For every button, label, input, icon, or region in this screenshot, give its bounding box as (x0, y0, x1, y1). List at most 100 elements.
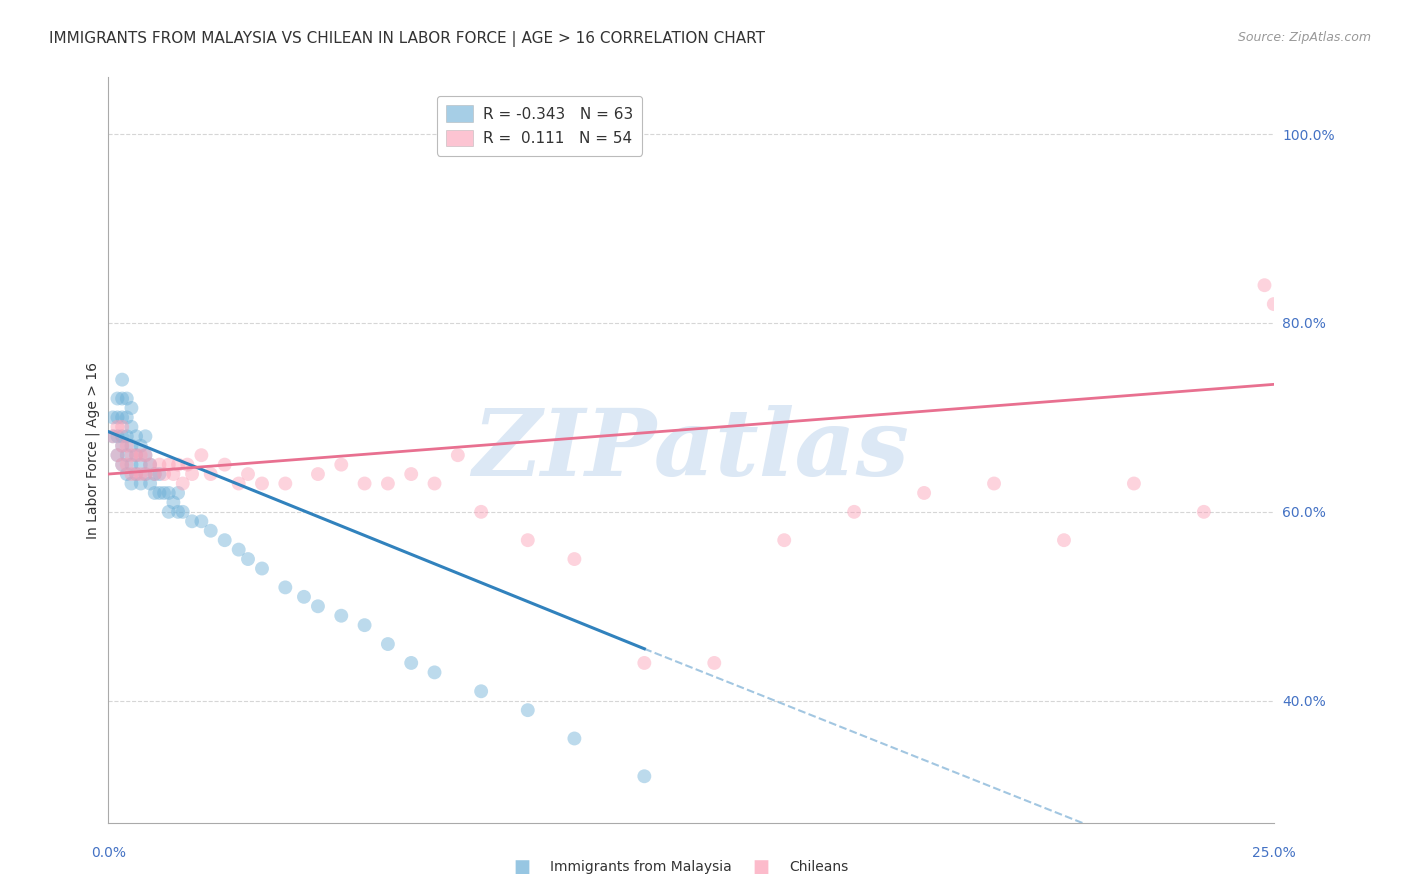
Point (107, 448, 129, 462)
Point (353, 618, 375, 632)
Point (111, 439, 134, 453)
Point (120, 476, 142, 491)
Point (564, 731, 586, 746)
Point (115, 458, 138, 472)
Point (129, 439, 152, 453)
Point (120, 439, 142, 453)
Text: 0.0%: 0.0% (90, 846, 125, 860)
Point (125, 448, 148, 462)
Point (143, 486, 166, 500)
Point (377, 476, 399, 491)
Point (134, 448, 156, 462)
Text: Chileans: Chileans (789, 860, 849, 874)
Point (125, 448, 148, 462)
Point (111, 410, 134, 425)
Point (153, 486, 176, 500)
Point (214, 458, 236, 472)
Point (111, 373, 134, 387)
Y-axis label: In Labor Force | Age > 16: In Labor Force | Age > 16 (86, 362, 100, 539)
Point (516, 533, 538, 548)
Point (115, 429, 138, 443)
Point (292, 590, 315, 604)
Point (236, 467, 259, 481)
Point (129, 467, 152, 481)
Text: 25.0%: 25.0% (1251, 846, 1296, 860)
Point (167, 505, 190, 519)
Point (181, 467, 204, 481)
Point (214, 533, 236, 548)
Point (101, 429, 124, 443)
Point (139, 458, 162, 472)
Point (111, 458, 134, 472)
Point (167, 486, 190, 500)
Point (1263, 297, 1285, 311)
Point (1122, 476, 1144, 491)
Point (330, 458, 353, 472)
Text: ■: ■ (752, 858, 769, 876)
Point (377, 637, 399, 651)
Point (115, 410, 138, 425)
Point (157, 505, 180, 519)
Point (1192, 505, 1215, 519)
Point (844, 505, 866, 519)
Point (153, 467, 176, 481)
Point (172, 505, 194, 519)
Point (181, 514, 204, 528)
Point (139, 458, 162, 472)
Point (200, 467, 222, 481)
Point (162, 495, 184, 509)
Point (274, 581, 297, 595)
Point (633, 769, 655, 783)
Point (447, 448, 470, 462)
Point (162, 467, 184, 481)
Text: Immigrants from Malaysia: Immigrants from Malaysia (550, 860, 733, 874)
Point (773, 533, 796, 548)
Text: ZIPatlas: ZIPatlas (472, 406, 910, 495)
Point (115, 467, 138, 481)
Legend: R = -0.343   N = 63, R =  0.111   N = 54: R = -0.343 N = 63, R = 0.111 N = 54 (437, 96, 643, 155)
Point (111, 420, 134, 434)
Point (120, 420, 142, 434)
Point (912, 486, 935, 500)
Point (983, 476, 1005, 491)
Point (115, 439, 138, 453)
Point (139, 476, 162, 491)
Point (190, 448, 212, 462)
Text: ■: ■ (513, 858, 530, 876)
Point (111, 429, 134, 443)
Point (107, 392, 129, 406)
Point (228, 476, 250, 491)
Point (633, 656, 655, 670)
Point (115, 448, 138, 462)
Point (307, 599, 329, 614)
Point (250, 561, 273, 575)
Point (172, 476, 194, 491)
Point (148, 486, 170, 500)
Point (236, 552, 259, 566)
Point (134, 429, 156, 443)
Point (1253, 278, 1275, 293)
Text: Source: ZipAtlas.com: Source: ZipAtlas.com (1237, 31, 1371, 45)
Point (1053, 533, 1076, 548)
Point (564, 552, 586, 566)
Point (148, 467, 170, 481)
Point (157, 486, 180, 500)
Point (134, 467, 156, 481)
Point (101, 429, 124, 443)
Point (399, 656, 422, 670)
Point (470, 684, 492, 698)
Point (107, 410, 129, 425)
Point (703, 656, 725, 670)
Point (516, 703, 538, 717)
Point (107, 448, 129, 462)
Point (157, 458, 180, 472)
Point (423, 476, 446, 491)
Point (143, 467, 166, 481)
Point (330, 608, 353, 623)
Point (120, 458, 142, 472)
Point (353, 476, 375, 491)
Point (200, 524, 222, 538)
Point (190, 514, 212, 528)
Point (274, 476, 297, 491)
Point (399, 467, 422, 481)
